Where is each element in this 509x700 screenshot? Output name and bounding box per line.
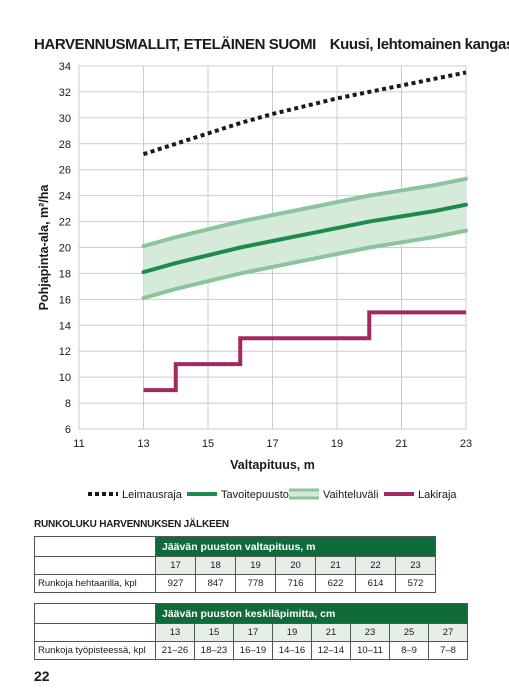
table-cell: 21–26 <box>155 641 195 660</box>
column-header: 20 <box>275 556 316 575</box>
y-tick-label: 8 <box>65 398 71 410</box>
table-header-row: Jäävän puuston keskiläpimitta, cm <box>34 603 468 624</box>
table-corner-cell <box>34 623 156 642</box>
y-tick-label: 20 <box>59 243 71 255</box>
table-header: Jäävän puuston valtapituus, m <box>155 536 436 557</box>
column-header: 27 <box>428 623 468 642</box>
y-tick-label: 26 <box>59 165 71 177</box>
legend-item: Lakiraja <box>384 489 457 501</box>
table-cell: 622 <box>315 574 356 593</box>
column-header: 19 <box>272 623 312 642</box>
x-tick-label: 15 <box>202 438 214 450</box>
table-header: Jäävän puuston keskiläpimitta, cm <box>155 603 468 624</box>
column-header: 21 <box>311 623 351 642</box>
table-cell: 716 <box>275 574 316 593</box>
x-tick-label: 13 <box>137 438 149 450</box>
column-header: 21 <box>315 556 356 575</box>
table-cell: 927 <box>155 574 196 593</box>
table-header-row: Jäävän puuston valtapituus, m <box>34 536 436 557</box>
chart-axes: 6 8 10 12 14 16 18 20 22 24 26 28 30 32 34 11 13 15 17 19 21… <box>37 61 472 472</box>
range-band-area <box>143 178 466 299</box>
table-corner-cell <box>34 556 156 575</box>
table-columns-row: 13 15 17 19 21 23 25 27 <box>34 623 468 642</box>
column-header: 23 <box>395 556 436 575</box>
column-header: 13 <box>155 623 195 642</box>
x-tick-label: 21 <box>395 438 407 450</box>
x-tick-label: 19 <box>331 438 343 450</box>
y-axis-label: Pohjapinta-ala, m²/ha <box>37 184 51 311</box>
y-tick-label: 16 <box>59 294 71 306</box>
chart-title-block: HARVENNUSMALLIT, ETELÄINEN SUOMI Kuusi, … <box>34 36 509 53</box>
legend-item: Leimausraja <box>88 489 183 501</box>
chart-subtitle: Kuusi, lehtomainen kangas <box>329 36 509 53</box>
column-header: 18 <box>195 556 236 575</box>
table-cell: 7–8 <box>428 641 468 660</box>
column-header: 17 <box>233 623 273 642</box>
legend-label: Lakiraja <box>418 489 457 501</box>
legend-label: Vaihteluväli <box>323 489 378 501</box>
column-header: 15 <box>194 623 234 642</box>
y-tick-label: 32 <box>59 87 71 99</box>
table-corner <box>34 603 156 624</box>
x-tick-label: 23 <box>460 438 472 450</box>
table-row: Runkoja työpisteessä, kpl 21–26 18–23 16–1… <box>34 641 468 660</box>
lakiraja-line <box>143 310 466 393</box>
legend-label: Leimausraja <box>122 489 183 501</box>
range-lower-line <box>141 228 468 301</box>
y-tick-label: 14 <box>59 320 71 332</box>
y-tick-label: 24 <box>59 191 71 203</box>
table-columns-row: 17 18 19 20 21 22 23 <box>34 556 436 575</box>
table-cell: 572 <box>395 574 436 593</box>
basal-area-chart: 6 8 10 12 14 16 18 20 22 24 26 28 30 32 34 11 13 15 17 19 21… <box>37 61 472 501</box>
x-tick-label: 11 <box>73 438 84 450</box>
x-tick-label: 17 <box>266 438 278 450</box>
table-cell: 14–16 <box>272 641 312 660</box>
range-upper-line <box>141 176 468 249</box>
legend-item: Tavoitepuusto <box>187 489 289 501</box>
y-tick-label: 22 <box>59 217 71 229</box>
table-cell: 778 <box>235 574 276 593</box>
column-header: 17 <box>155 556 196 575</box>
leimausraja-line <box>142 70 467 157</box>
legend-item: Vaihteluväli <box>289 488 378 501</box>
y-tick-label: 34 <box>59 61 71 73</box>
column-header: 25 <box>389 623 429 642</box>
table-cell: 8–9 <box>389 641 429 660</box>
section-title: RUNKOLUKU HARVENNUKSEN JÄLKEEN <box>34 519 229 530</box>
table-cell: 847 <box>195 574 236 593</box>
y-tick-label: 10 <box>59 372 71 384</box>
table-cell: 16–19 <box>233 641 273 660</box>
stems-per-hectare-table: Jäävän puuston valtapituus, m 17 18 19 20 21… <box>34 536 436 593</box>
y-tick-label: 30 <box>59 113 71 125</box>
table-cell: 614 <box>355 574 396 593</box>
range-band <box>141 176 468 301</box>
table-cell: 18–23 <box>194 641 234 660</box>
stems-per-work-point-table: Jäävän puuston keskiläpimitta, cm 13 15 17… <box>34 603 468 660</box>
x-axis-label: Valtapituus, m <box>230 458 315 472</box>
y-tick-label: 28 <box>59 139 71 151</box>
row-label: Runkoja työpisteessä, kpl <box>34 641 156 660</box>
column-header: 22 <box>355 556 396 575</box>
chart-series <box>141 70 468 393</box>
y-tick-label: 6 <box>65 424 71 436</box>
y-tick-label: 18 <box>59 268 71 280</box>
row-label: Runkoja hehtaarilla, kpl <box>34 574 156 593</box>
chart-legend: Leimausraja Tavoitepuusto Vaihteluväli Laki… <box>88 488 457 501</box>
table-cell: 10–11 <box>350 641 390 660</box>
legend-swatch-fill <box>289 489 319 499</box>
tavoitepuusto-line <box>141 202 468 275</box>
table-row: Runkoja hehtaarilla, kpl 927 847 778 716 622… <box>34 574 436 593</box>
y-tick-label: 12 <box>59 346 71 358</box>
column-header: 23 <box>350 623 390 642</box>
column-header: 19 <box>235 556 276 575</box>
chart-title: HARVENNUSMALLIT, ETELÄINEN SUOMI <box>34 36 316 53</box>
page-number: 22 <box>34 668 50 684</box>
table-corner <box>34 536 156 557</box>
legend-label: Tavoitepuusto <box>221 489 289 501</box>
table-cell: 12–14 <box>311 641 351 660</box>
